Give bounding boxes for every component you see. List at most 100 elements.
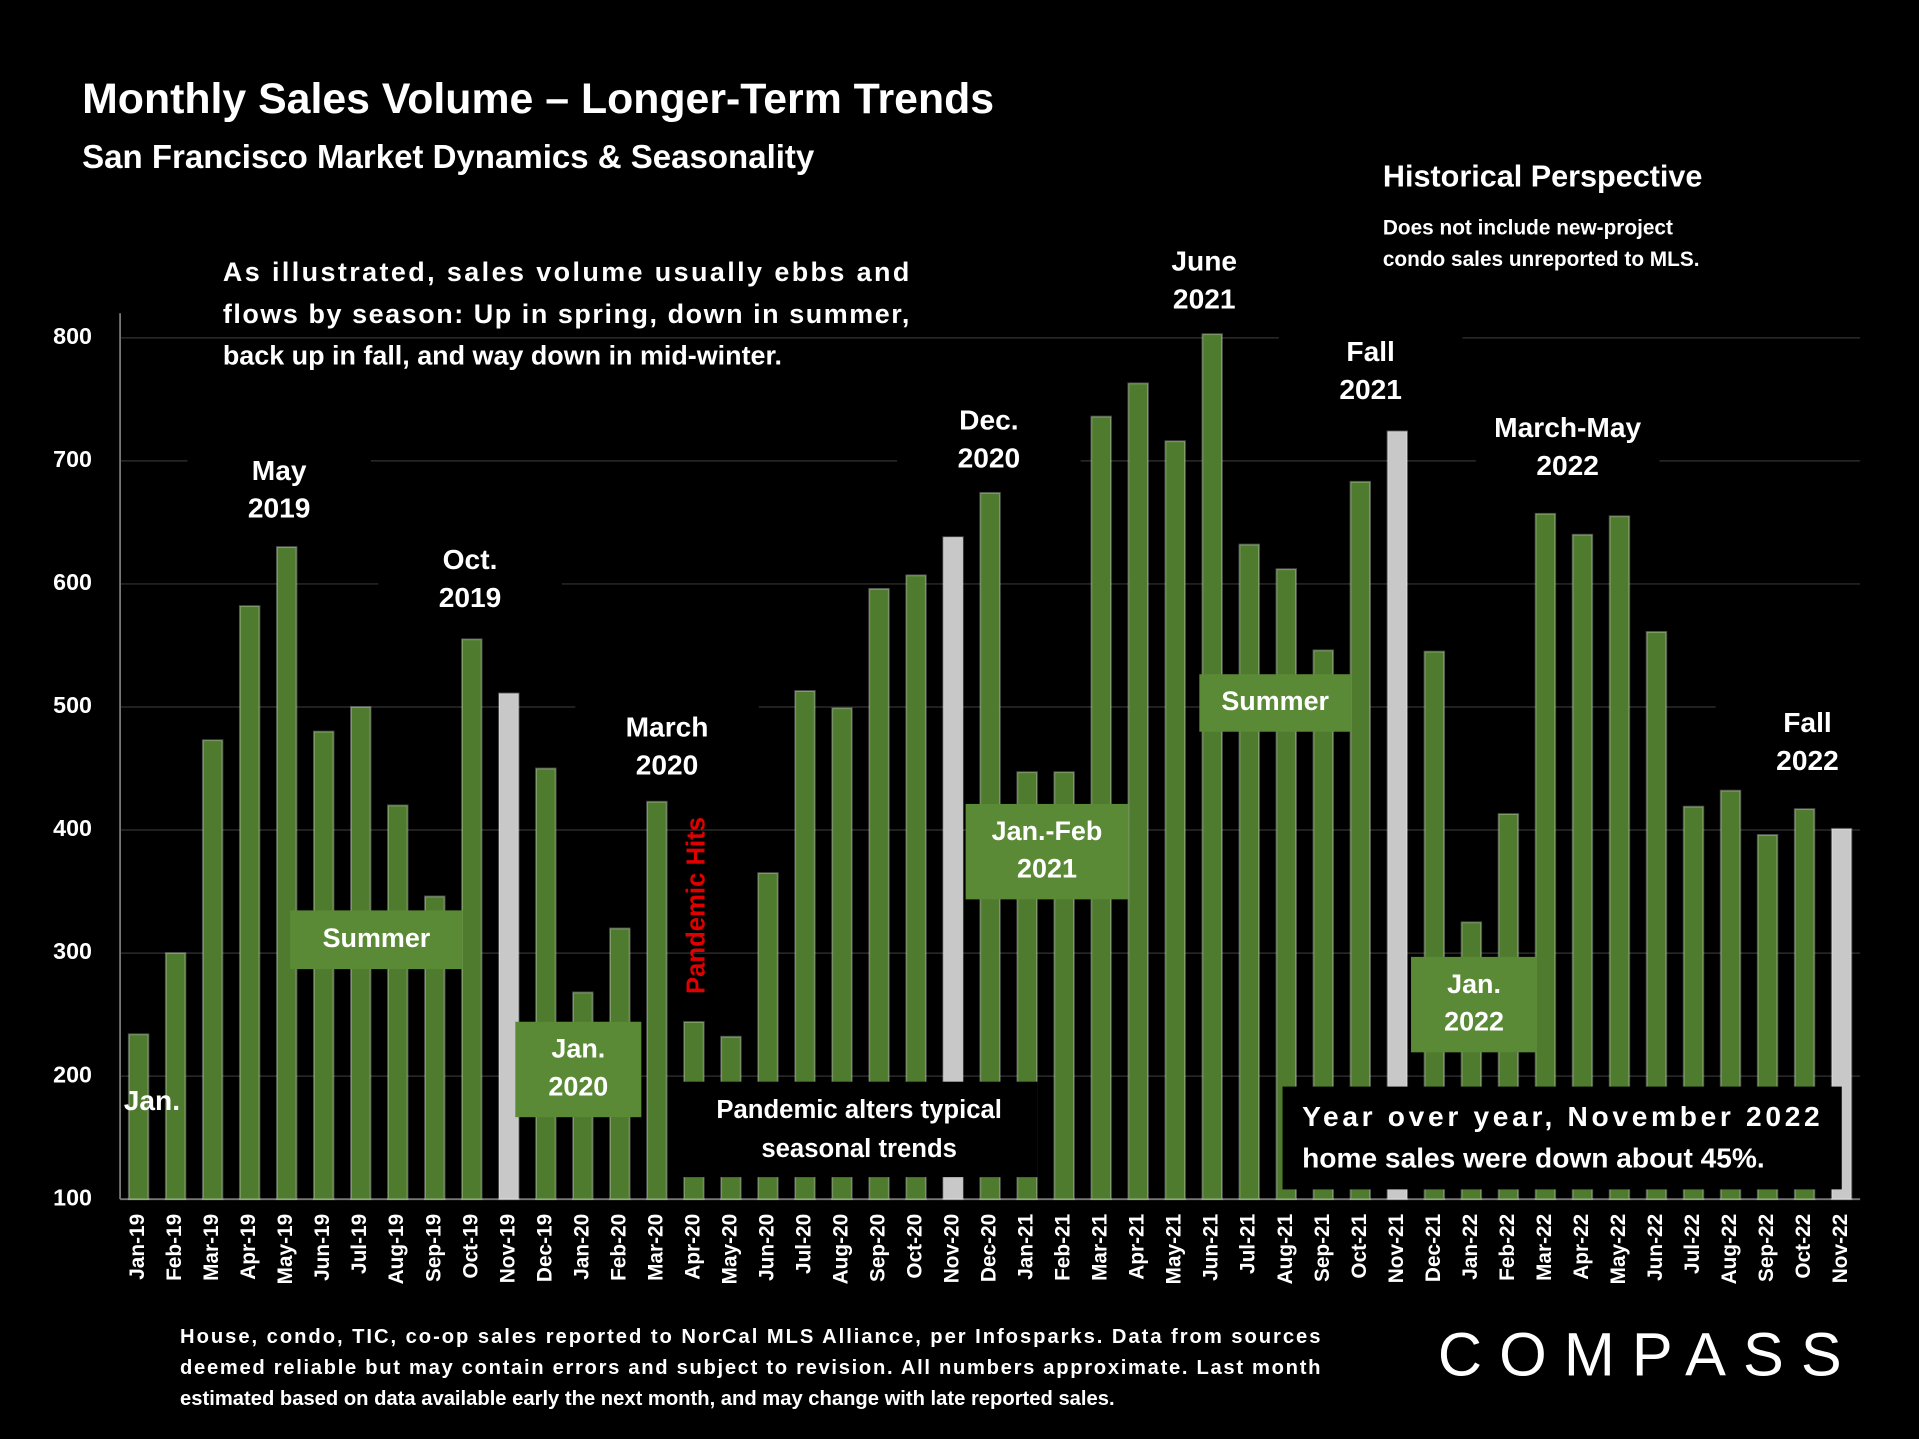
- x-tick-label: May-19: [274, 1214, 297, 1285]
- annotation: 2020: [958, 443, 1021, 474]
- annotation: 2021: [1339, 374, 1402, 405]
- bar: [535, 767, 557, 1201]
- x-tick-label: Jun-21: [1200, 1214, 1223, 1281]
- x-tick-label: May-20: [718, 1214, 741, 1285]
- bar: [275, 546, 298, 1201]
- note: Pandemic alters typical: [716, 1096, 1002, 1124]
- x-tick-label: Apr-20: [681, 1214, 704, 1280]
- x-tick-label: Jan-21: [1015, 1214, 1038, 1280]
- season-label: 2021: [1017, 854, 1077, 884]
- annotation-backing: [575, 704, 759, 791]
- x-tick-label: Jun-22: [1644, 1214, 1667, 1281]
- annotation: March: [626, 712, 709, 743]
- season-label: Summer: [1221, 686, 1329, 716]
- x-tick-label: Nov-19: [496, 1214, 519, 1283]
- annotation-backing: [1475, 405, 1660, 491]
- x-tick-label: Jul-19: [348, 1214, 371, 1274]
- annotation: May: [252, 455, 307, 486]
- bar: [164, 952, 187, 1201]
- x-tick-label: Mar-21: [1089, 1214, 1112, 1281]
- note-box: [682, 1081, 1038, 1178]
- footnote: estimated based on data available early …: [180, 1388, 1115, 1410]
- footnote: deemed reliable but may contain errors a…: [180, 1357, 1320, 1379]
- x-tick-label: Mar-19: [200, 1214, 223, 1281]
- x-tick-label: Dec-20: [978, 1214, 1001, 1282]
- bar: [1127, 382, 1149, 1201]
- annotation-backing: [897, 397, 1081, 484]
- bar: [1645, 631, 1668, 1201]
- bar: [646, 800, 668, 1201]
- season-label: Jan.: [551, 1034, 605, 1064]
- season-box: [965, 803, 1129, 900]
- season-box: [1411, 956, 1538, 1053]
- bar: [1423, 650, 1446, 1201]
- annotation-backing: [1278, 329, 1463, 415]
- bars: [127, 333, 1853, 1201]
- x-tick-label: Feb-21: [1052, 1214, 1075, 1281]
- x-tick-label: Aug-20: [830, 1214, 853, 1284]
- bar: [1164, 440, 1186, 1201]
- chart-title: Monthly Sales Volume – Longer-Term Trend…: [82, 75, 994, 123]
- bar: [794, 690, 816, 1201]
- season-label: Summer: [323, 923, 431, 953]
- season-label: 2020: [548, 1072, 608, 1102]
- x-tick-label: Oct-20: [904, 1214, 927, 1279]
- note: seasonal trends: [761, 1135, 957, 1163]
- event-label: Pandemic Hits: [682, 817, 710, 994]
- bar: [868, 587, 890, 1201]
- bar: [1201, 333, 1223, 1201]
- side-note: condo sales unreported to MLS.: [1383, 248, 1700, 271]
- x-tick-label: May-22: [1607, 1214, 1630, 1285]
- note: home sales were down about 45%.: [1302, 1142, 1765, 1173]
- bar: [201, 739, 224, 1201]
- x-tick-label: May-21: [1163, 1214, 1186, 1285]
- x-tick-label: Sep-19: [422, 1214, 445, 1282]
- annotation: Fall: [1346, 336, 1394, 367]
- annotation: 2019: [248, 493, 311, 524]
- x-tick-label: Oct-22: [1792, 1214, 1815, 1279]
- x-tick-label: Mar-22: [1533, 1214, 1556, 1281]
- bar: [387, 804, 409, 1201]
- x-tick-label: Oct-21: [1348, 1214, 1371, 1279]
- bar: [1349, 480, 1372, 1201]
- y-tick-label: 600: [53, 569, 92, 595]
- x-tick-label: Jul-21: [1237, 1214, 1260, 1274]
- x-tick-label: Jun-19: [311, 1214, 334, 1281]
- bar: [127, 1033, 150, 1201]
- x-tick-label: Apr-22: [1570, 1214, 1593, 1280]
- annotation: Oct.: [443, 544, 498, 575]
- x-tick-label: Nov-20: [941, 1214, 964, 1283]
- season-box: [290, 910, 463, 970]
- side-title: Historical Perspective: [1383, 160, 1703, 194]
- season-label: 2022: [1444, 1007, 1504, 1037]
- x-tick-label: Oct-19: [459, 1214, 482, 1279]
- x-tick-label: Apr-21: [1126, 1214, 1149, 1280]
- x-tick-label: Sep-20: [867, 1214, 890, 1282]
- annotation: 2022: [1536, 450, 1599, 481]
- intro-text: flows by season: Up in spring, down in s…: [223, 299, 909, 329]
- annotation-backing: [1112, 238, 1297, 325]
- annotation-backing: [378, 537, 562, 623]
- x-tick-label: Dec-21: [1422, 1214, 1445, 1282]
- x-tick-label: Feb-20: [607, 1214, 630, 1281]
- annotations: May 2019 Oct. 2019 March 2020 Dec. 2020 June 2021…: [124, 216, 1900, 1410]
- annotation: Fall: [1783, 707, 1831, 738]
- intro-text: back up in fall, and way down in mid-win…: [223, 340, 782, 370]
- annotation: 2022: [1776, 745, 1839, 776]
- bar: [1534, 512, 1557, 1201]
- bar: [1386, 430, 1409, 1201]
- annotation-backing: [1715, 699, 1900, 786]
- intro-text: As illustrated, sales volume usually ebb…: [223, 257, 909, 287]
- annotation: Dec.: [959, 405, 1018, 436]
- x-tick-label: Nov-21: [1385, 1214, 1408, 1283]
- season-label: Jan.-Feb: [992, 816, 1103, 846]
- x-tick-label: Jul-20: [792, 1214, 815, 1274]
- grid: 100 200 300 400 500 600 700 800 Jan-19 Feb-19 Mar-…: [53, 313, 1861, 1285]
- bar: [1312, 649, 1334, 1201]
- y-tick-label: 800: [53, 323, 92, 349]
- x-tick-label: Mar-20: [644, 1214, 667, 1281]
- x-tick-label: Sep-21: [1311, 1214, 1334, 1282]
- x-tick-label: Feb-19: [163, 1214, 186, 1281]
- season-label: Jan.: [1447, 969, 1501, 999]
